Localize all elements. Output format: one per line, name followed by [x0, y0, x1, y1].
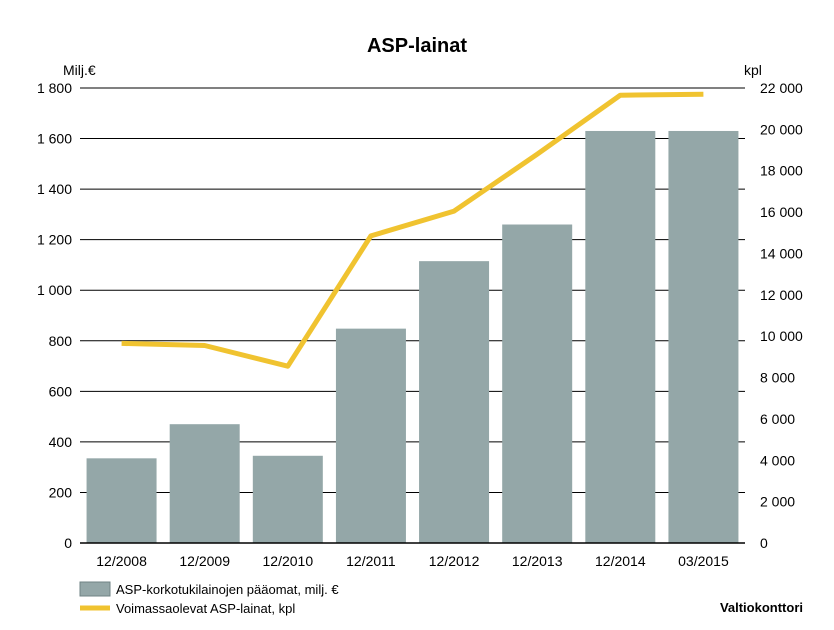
category-label: 03/2015	[678, 553, 729, 569]
left-tick-label: 400	[49, 434, 73, 450]
left-tick-label: 1 800	[37, 80, 72, 96]
right-tick-label: 0	[760, 535, 768, 551]
left-tick-label: 0	[64, 535, 72, 551]
right-tick-label: 20 000	[760, 121, 803, 137]
bar	[87, 458, 157, 543]
right-tick-label: 6 000	[760, 411, 795, 427]
left-tick-label: 1 600	[37, 131, 72, 147]
left-tick-label: 800	[49, 333, 73, 349]
bar	[170, 424, 240, 543]
left-tick-label: 1 000	[37, 282, 72, 298]
category-label: 12/2012	[429, 553, 480, 569]
bar-series	[87, 131, 739, 543]
legend-line-label: Voimassaolevat ASP-lainat, kpl	[116, 601, 295, 616]
right-tick-label: 14 000	[760, 245, 803, 261]
chart-title: ASP-lainat	[367, 35, 467, 57]
legend-bar-swatch	[80, 582, 110, 596]
left-axis-label: Milj.€	[63, 62, 96, 78]
bar	[502, 225, 572, 544]
bar	[585, 131, 655, 543]
category-label: 12/2010	[263, 553, 314, 569]
category-label: 12/2009	[179, 553, 230, 569]
left-tick-label: 1 200	[37, 232, 72, 248]
category-label: 12/2014	[595, 553, 646, 569]
bar	[419, 261, 489, 543]
right-tick-label: 12 000	[760, 287, 803, 303]
category-label: 12/2013	[512, 553, 563, 569]
right-tick-label: 22 000	[760, 80, 803, 96]
right-axis-label: kpl	[744, 62, 762, 78]
right-tick-label: 8 000	[760, 370, 795, 386]
bar	[668, 131, 738, 543]
right-tick-label: 2 000	[760, 494, 795, 510]
bar	[253, 456, 323, 543]
right-tick-label: 16 000	[760, 204, 803, 220]
category-label: 12/2008	[96, 553, 147, 569]
right-tick-label: 10 000	[760, 328, 803, 344]
left-tick-label: 600	[49, 383, 73, 399]
legend: ASP-korkotukilainojen pääomat, milj. € V…	[80, 582, 339, 616]
left-tick-label: 1 400	[37, 181, 72, 197]
left-tick-label: 200	[49, 484, 73, 500]
right-tick-label: 18 000	[760, 163, 803, 179]
category-label: 12/2011	[346, 553, 396, 569]
source-label: Valtiokonttori	[720, 600, 803, 615]
bar	[336, 329, 406, 543]
legend-bar-label: ASP-korkotukilainojen pääomat, milj. €	[116, 582, 339, 597]
right-tick-label: 4 000	[760, 452, 795, 468]
